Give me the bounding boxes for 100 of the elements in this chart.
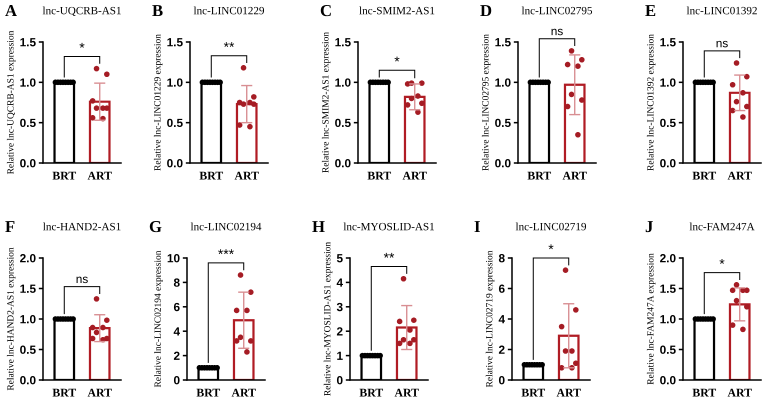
x-tick-label: BRT xyxy=(692,172,716,180)
x-tick-label: ART xyxy=(556,388,581,397)
y-axis-title: Relative lnc-SMIM2-AS1 expression xyxy=(322,32,330,173)
y-tick-label: 1.5 xyxy=(660,284,676,293)
y-axis-title: Relative lnc-LINC02795 expression xyxy=(482,34,490,171)
text: D xyxy=(480,5,492,16)
x-tick-label: ART xyxy=(562,172,587,180)
text: H xyxy=(312,221,325,232)
annotation: ** xyxy=(224,42,234,47)
y-tick-label: 2.0 xyxy=(20,254,36,262)
annotation: * xyxy=(80,42,84,48)
text: F xyxy=(5,221,14,232)
x-tick-label: ART xyxy=(88,172,112,180)
y-tick-label: 1.0 xyxy=(660,78,676,87)
y-tick-label: 0.0 xyxy=(167,159,183,168)
y-tick-label: 1.5 xyxy=(660,38,676,46)
text: ns xyxy=(552,28,563,36)
y-tick-label: 6 xyxy=(174,302,180,312)
x-tick-label: BRT xyxy=(52,388,76,397)
chart-title: lnc-LINC01229 xyxy=(194,6,264,14)
chart-title: lnc-LINC02719 xyxy=(516,222,586,230)
y-tick-label: 1.5 xyxy=(20,284,36,293)
y-tick-label: 0.0 xyxy=(335,159,351,168)
x-tick-label: BRT xyxy=(692,388,716,397)
y-tick-label: 2 xyxy=(174,352,180,360)
x-tick-label: BRT xyxy=(528,172,552,180)
y-tick-label: 10 xyxy=(168,254,180,262)
y-tick-label: 0.0 xyxy=(20,376,36,384)
x-tick-label: ART xyxy=(728,388,752,397)
y-tick-label: 0.5 xyxy=(20,346,36,354)
y-axis-title: Relative lnc-MYOSLID-AS1 expression xyxy=(324,242,332,396)
y-tick-label: 0.0 xyxy=(20,159,36,168)
x-tick-label: ART xyxy=(88,388,112,397)
text: B xyxy=(152,5,163,16)
y-axis-title: Relative lnc-LINC02719 expression xyxy=(486,250,494,388)
text: * xyxy=(548,244,554,250)
y-tick-label: 0 xyxy=(498,376,505,384)
text: G xyxy=(150,220,162,232)
x-tick-label: BRT xyxy=(522,388,546,397)
y-tick-label: 0.5 xyxy=(20,118,36,128)
y-tick-label: 1.5 xyxy=(495,38,511,46)
y-axis-title: Relative lnc-FAM247A expression xyxy=(646,253,656,384)
annotation: ns xyxy=(716,40,728,48)
y-tick-label: 1.5 xyxy=(20,38,36,46)
y-tick-label: 2.0 xyxy=(660,254,676,262)
text: *** xyxy=(218,249,234,254)
y-tick-label: 3 xyxy=(336,302,343,312)
x-tick-label: ART xyxy=(402,172,427,180)
y-tick-label: 0.0 xyxy=(495,159,511,168)
annotation: * xyxy=(720,258,724,264)
y-tick-label: 2 xyxy=(336,327,343,336)
chart-title: lnc-MYOSLID-AS1 xyxy=(344,222,434,230)
chart-title: lnc-HAND2-AS1 xyxy=(43,222,121,230)
text: A xyxy=(5,5,17,16)
y-tick-label: 4 xyxy=(498,315,505,324)
chart-title: lnc-UQCRB-AS1 xyxy=(42,6,121,16)
y-tick-label: 1.0 xyxy=(660,315,676,324)
text: J xyxy=(646,221,653,232)
y-tick-label: 6 xyxy=(498,284,505,293)
x-tick-label: BRT xyxy=(52,172,76,180)
text: C xyxy=(320,4,331,16)
y-tick-label: 5 xyxy=(336,254,343,262)
y-tick-label: 0.5 xyxy=(495,118,511,128)
chart-title: lnc-FAM247A xyxy=(690,222,755,230)
x-tick-label: BRT xyxy=(200,172,224,180)
text: E xyxy=(645,5,656,16)
y-tick-label: 0.5 xyxy=(660,118,676,128)
y-tick-label: 0.5 xyxy=(660,346,676,354)
chart-title: lnc-LINC01392 xyxy=(686,6,757,14)
y-tick-label: 1.5 xyxy=(335,38,351,46)
y-tick-label: 0 xyxy=(336,376,343,384)
x-tick-label: BRT xyxy=(360,388,384,397)
y-tick-label: 1.0 xyxy=(20,78,36,87)
annotation: ns xyxy=(76,276,88,284)
annotation: * xyxy=(394,56,400,62)
chart-title: lnc-LINC02795 xyxy=(522,6,592,14)
y-axis-title: Relative lnc-UQCRB-AS1 expression xyxy=(6,30,16,174)
y-tick-label: 1.0 xyxy=(335,78,351,87)
chart-title: lnc-LINC02194 xyxy=(190,222,262,230)
y-tick-label: 1.5 xyxy=(167,38,183,46)
y-tick-label: 0.0 xyxy=(660,159,676,168)
x-tick-label: ART xyxy=(232,388,256,397)
y-tick-label: 2 xyxy=(498,346,505,354)
text: ** xyxy=(384,252,394,258)
y-tick-label: 0.5 xyxy=(335,118,351,128)
y-tick-label: 4 xyxy=(336,278,343,287)
y-axis-title: Relative lnc-LINC01229 expression xyxy=(154,34,162,171)
x-tick-label: ART xyxy=(234,172,259,180)
y-tick-label: 1.0 xyxy=(167,78,183,87)
y-tick-label: 1.0 xyxy=(495,78,511,87)
y-tick-label: 0.5 xyxy=(167,118,183,128)
y-axis-title: Relative lnc-LINC01392 expression xyxy=(646,34,656,171)
y-tick-label: 1.0 xyxy=(20,315,36,324)
y-axis-title: Relative lnc-HAND2-AS1 expression xyxy=(6,248,16,390)
x-tick-label: BRT xyxy=(368,172,392,180)
x-tick-label: ART xyxy=(728,172,752,180)
y-tick-label: 8 xyxy=(174,278,180,287)
y-tick-label: 0.0 xyxy=(660,376,676,384)
chart-title: lnc-SMIM2-AS1 xyxy=(359,6,434,14)
x-tick-label: BRT xyxy=(196,388,220,397)
